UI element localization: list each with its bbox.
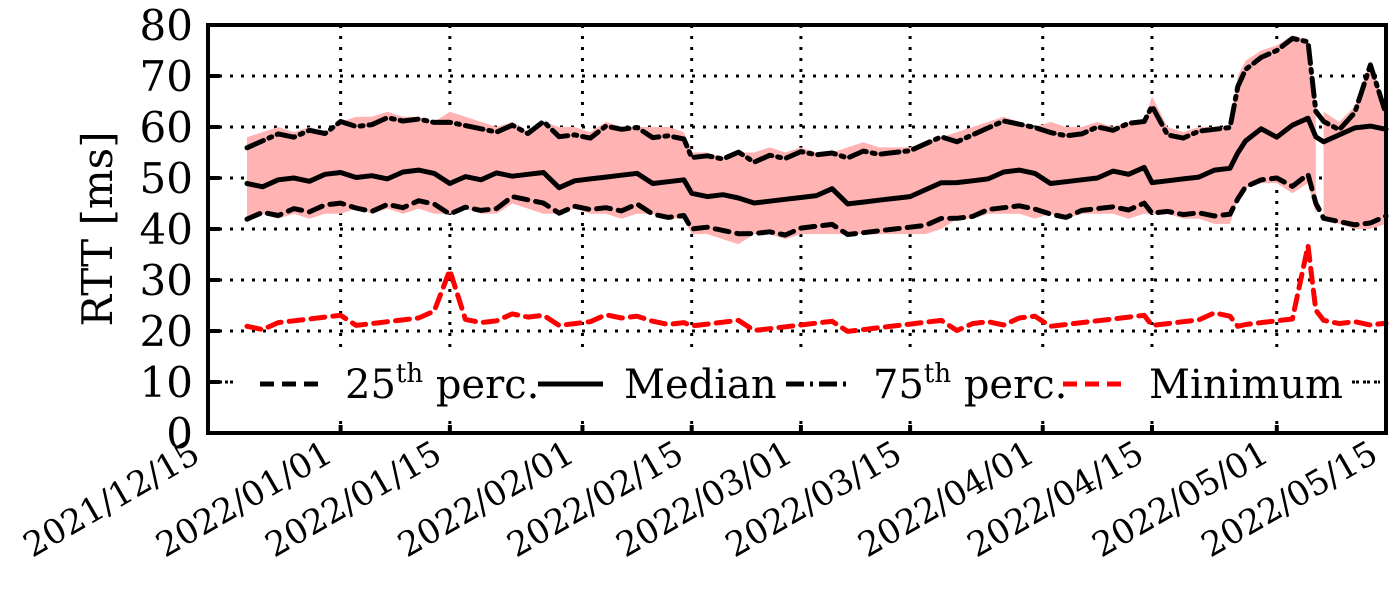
legend-label-median: Median [624,362,777,408]
interquartile-band [247,35,1386,245]
legend-label-p25: 25th perc. [345,359,539,408]
y-tick-label: 50 [140,154,193,203]
legend-label-p75: 75th perc. [873,359,1067,408]
y-tick-label: 30 [140,256,193,305]
y-tick-label: 10 [140,358,193,407]
series-75th-perc- [244,36,1389,165]
series-25th-perc- [244,171,1389,238]
x-tick-labels: 2021/12/152022/01/012022/01/152022/02/01… [17,433,1385,566]
legend-label-min: Minimum [1149,362,1343,408]
series-median [244,115,1389,207]
legend: 25th perc. Median 75th perc. Minimum [214,352,1380,418]
y-tick-label: 60 [140,103,193,152]
series-minimum [244,243,1389,334]
series-lines [244,36,1389,334]
band-fill [1323,60,1386,230]
axes [206,23,1388,435]
y-tick-label: 80 [140,1,193,50]
y-tick-label: 70 [140,52,193,101]
y-axis-label: RTT [ms] [73,131,122,326]
y-tick-label: 20 [140,307,193,356]
y-tick-label: 0 [166,409,193,458]
band-fill [247,35,1316,245]
y-tick-label: 40 [140,205,193,254]
